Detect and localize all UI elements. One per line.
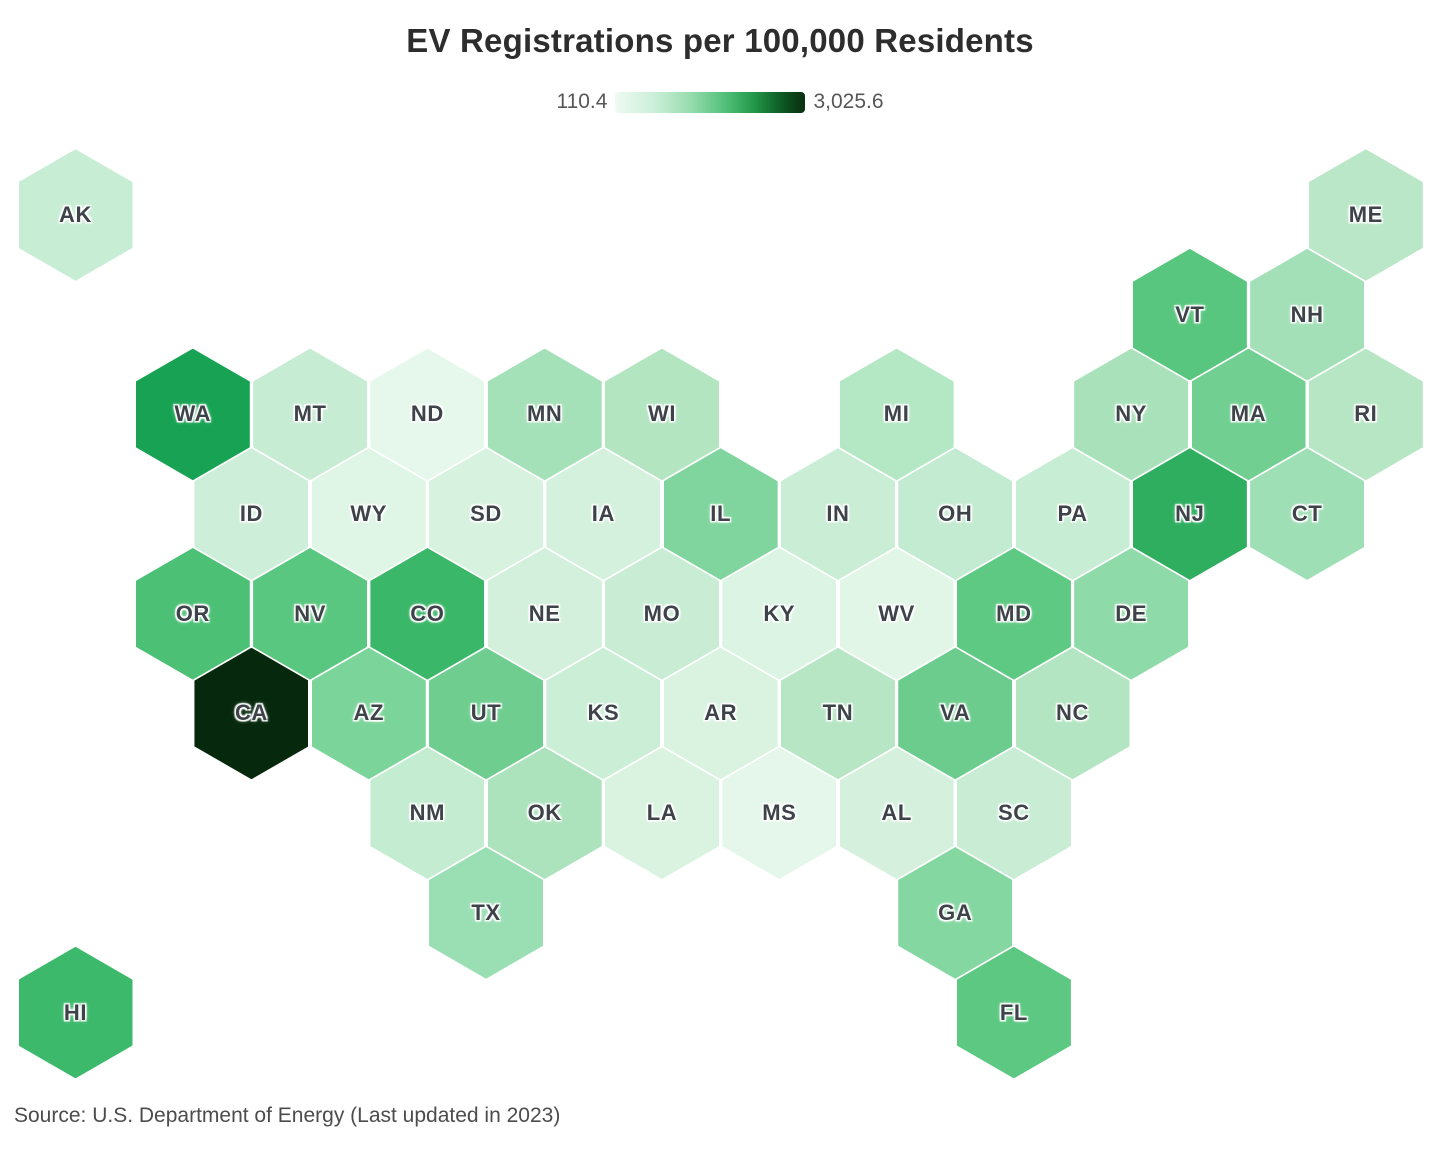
state-label: OR bbox=[175, 600, 210, 626]
state-label: NE bbox=[528, 600, 561, 626]
state-hex-nv[interactable]: NV bbox=[253, 548, 368, 680]
state-label: NM bbox=[409, 800, 446, 826]
state-hex-az[interactable]: AZ bbox=[311, 647, 426, 780]
state-label: AZ bbox=[353, 700, 385, 726]
state-label: CT bbox=[1291, 501, 1323, 527]
state-hex-ky[interactable]: KY bbox=[722, 548, 837, 680]
state-hex-sc[interactable]: SC bbox=[956, 747, 1071, 879]
chart-title: EV Registrations per 100,000 Residents bbox=[406, 22, 1034, 59]
state-hex-tx[interactable]: TX bbox=[429, 847, 544, 979]
state-label: OK bbox=[527, 800, 562, 826]
state-hex-tn[interactable]: TN bbox=[780, 647, 895, 780]
state-label: NC bbox=[1056, 700, 1090, 726]
state-label: SC bbox=[998, 800, 1030, 826]
state-label: ID bbox=[239, 501, 264, 527]
state-label: MA bbox=[1230, 401, 1267, 427]
source-note: Source: U.S. Department of Energy (Last … bbox=[14, 1104, 561, 1127]
state-hex-nc[interactable]: NC bbox=[1015, 647, 1130, 780]
state-hex-ga[interactable]: GA bbox=[898, 847, 1013, 979]
state-hex-ne[interactable]: NE bbox=[487, 548, 602, 680]
state-label: KY bbox=[763, 600, 796, 626]
state-label: LA bbox=[646, 800, 678, 826]
state-label: GA bbox=[938, 899, 973, 925]
state-hex-de[interactable]: DE bbox=[1074, 548, 1189, 680]
state-hex-ca[interactable]: CA bbox=[194, 647, 309, 780]
state-label: CO bbox=[410, 600, 445, 626]
state-hex-ak[interactable]: AK bbox=[18, 149, 133, 281]
state-label: FL bbox=[999, 999, 1028, 1025]
state-label: ME bbox=[1348, 201, 1383, 227]
state-label: IA bbox=[591, 501, 615, 527]
state-label: WI bbox=[647, 401, 677, 427]
state-label: UT bbox=[470, 700, 502, 726]
color-legend: 110.4 3,025.6 bbox=[0, 90, 1440, 114]
state-label: AK bbox=[59, 201, 92, 227]
state-label: MI bbox=[883, 401, 910, 427]
state-hex-al[interactable]: AL bbox=[839, 747, 954, 879]
state-label: TN bbox=[822, 700, 854, 726]
state-hex-or[interactable]: OR bbox=[135, 548, 250, 680]
state-label: OH bbox=[938, 501, 973, 527]
state-label: PA bbox=[1057, 501, 1088, 527]
state-label: VT bbox=[1175, 301, 1205, 327]
state-hex-va[interactable]: VA bbox=[898, 647, 1013, 780]
state-label: NV bbox=[294, 600, 326, 626]
state-label: IL bbox=[710, 501, 732, 527]
state-label: MO bbox=[643, 600, 681, 626]
state-label: AL bbox=[881, 800, 912, 826]
state-label: MS bbox=[762, 800, 797, 826]
state-label: TX bbox=[471, 899, 501, 925]
state-hex-hi[interactable]: HI bbox=[18, 946, 133, 1079]
state-label: MN bbox=[526, 401, 563, 427]
state-label: NH bbox=[1290, 301, 1324, 327]
state-hex-ut[interactable]: UT bbox=[429, 647, 544, 780]
state-label: MT bbox=[293, 401, 327, 427]
state-label: WY bbox=[350, 501, 388, 527]
state-label: AR bbox=[704, 700, 738, 726]
state-label: DE bbox=[1115, 600, 1148, 626]
legend-max-label: 3,025.6 bbox=[813, 90, 884, 113]
state-hex-ok[interactable]: OK bbox=[487, 747, 602, 879]
state-label: RI bbox=[1354, 401, 1378, 427]
state-hex-ks[interactable]: KS bbox=[546, 647, 661, 780]
state-label: WA bbox=[174, 401, 212, 427]
state-hex-nm[interactable]: NM bbox=[370, 747, 485, 879]
state-label: CA bbox=[234, 700, 268, 726]
state-label: NY bbox=[1115, 401, 1148, 427]
state-label: SD bbox=[470, 501, 502, 527]
state-hex-md[interactable]: MD bbox=[956, 548, 1071, 680]
state-hex-wv[interactable]: WV bbox=[839, 548, 954, 680]
state-hex-co[interactable]: CO bbox=[370, 548, 485, 680]
legend-min-label: 110.4 bbox=[556, 90, 608, 113]
state-label: VA bbox=[940, 700, 971, 726]
state-label: KS bbox=[587, 700, 620, 726]
state-hex-la[interactable]: LA bbox=[605, 747, 719, 879]
state-label: IN bbox=[826, 501, 850, 527]
state-label: MD bbox=[996, 600, 1032, 626]
state-hex-ar[interactable]: AR bbox=[663, 647, 778, 780]
state-hex-ms[interactable]: MS bbox=[722, 747, 837, 879]
state-label: HI bbox=[63, 999, 88, 1025]
legend-gradient-bar bbox=[615, 91, 806, 113]
state-label: WV bbox=[878, 600, 915, 626]
state-label: ND bbox=[410, 401, 444, 427]
state-label: NJ bbox=[1175, 501, 1205, 527]
state-hex-mo[interactable]: MO bbox=[605, 548, 719, 680]
